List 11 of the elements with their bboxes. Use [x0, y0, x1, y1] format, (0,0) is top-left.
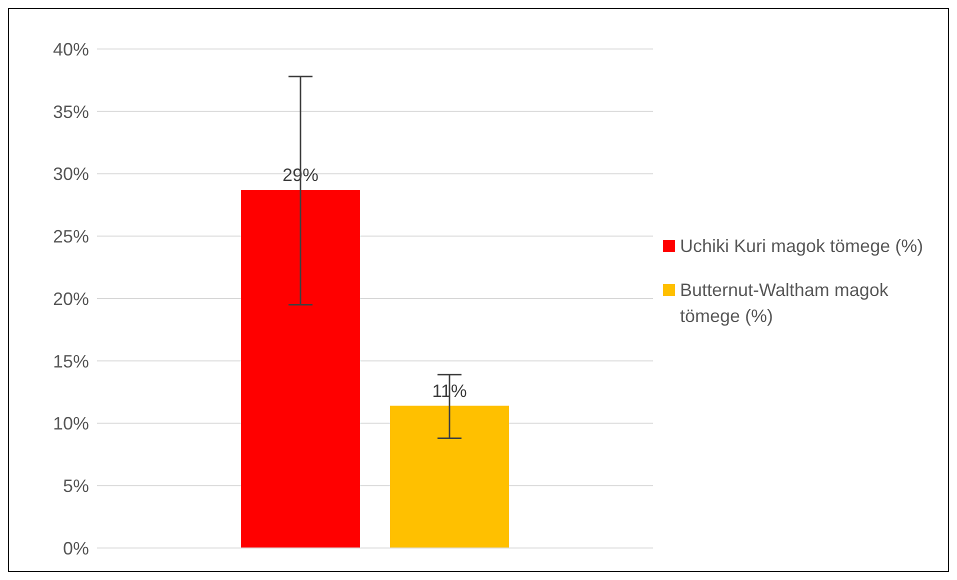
y-tick-label: 20% — [52, 288, 89, 309]
y-tick-label: 25% — [52, 226, 89, 247]
y-tick-label: 40% — [52, 39, 89, 60]
y-tick-label: 0% — [62, 538, 89, 558]
legend-label: Uchiki Kuri magok tömege (%) — [680, 235, 924, 258]
y-tick-label: 35% — [52, 102, 89, 122]
y-tick-label: 10% — [52, 414, 89, 434]
y-tick-label: 30% — [52, 164, 89, 184]
y-tick-label: 15% — [52, 351, 89, 372]
y-tick-label: 5% — [62, 476, 89, 496]
legend-label: Butternut-Waltham magok tömege (%) — [680, 279, 890, 328]
